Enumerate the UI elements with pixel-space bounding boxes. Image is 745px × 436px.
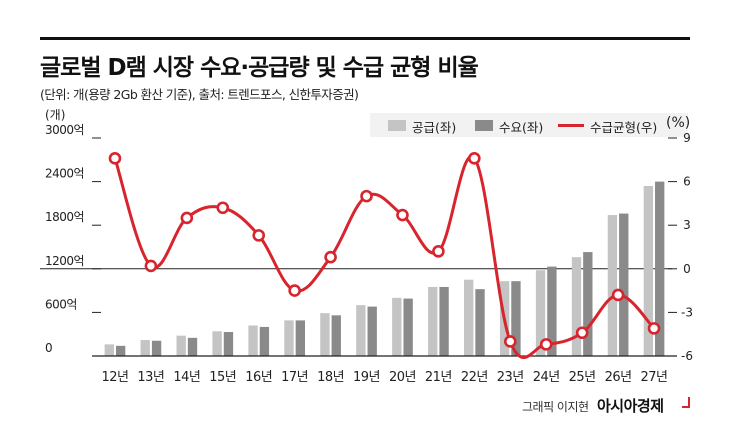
- demand-bar: [547, 266, 557, 356]
- demand-bar: [115, 345, 126, 356]
- balance-point: [432, 245, 445, 258]
- x-axis-tick-label: 14년: [173, 370, 200, 385]
- x-axis-tick-label: 26년: [605, 370, 632, 385]
- graphic-credit: 그래픽 이지현: [522, 400, 589, 414]
- demand-bar: [151, 340, 162, 356]
- left-axis-tick-label: 2400억: [45, 167, 84, 181]
- right-axis-unit: (%): [666, 115, 690, 131]
- chart-title: 글로벌 D램 시장 수요·공급량 및 수급 균형 비율: [40, 55, 479, 81]
- left-axis-tick-label: 0: [45, 341, 52, 355]
- demand-bar: [619, 213, 629, 356]
- balance-point: [108, 152, 122, 165]
- right-axis-tick-label: 6: [683, 175, 691, 189]
- balance-point: [180, 211, 194, 225]
- supply-bar: [571, 257, 582, 356]
- supply-bar: [248, 325, 258, 356]
- balance-point: [611, 288, 625, 302]
- demand-bar: [403, 298, 413, 356]
- balance-point: [396, 208, 409, 222]
- supply-bar: [176, 335, 186, 356]
- demand-bar: [187, 337, 198, 356]
- balance-point: [216, 201, 230, 215]
- balance-point: [288, 284, 301, 297]
- supply-bar: [535, 270, 546, 356]
- supply-bar: [320, 313, 330, 356]
- supply-bar: [104, 344, 114, 356]
- supply-bar: [392, 297, 402, 356]
- x-axis-tick-label: 23년: [497, 370, 524, 385]
- x-axis-tick-label: 17년: [281, 370, 308, 385]
- left-axis-tick-label: 1200억: [45, 254, 84, 268]
- chart-subtitle: (단위: 개(용량 2Gb 환산 기준), 출처: 트렌드포스, 신한투자증권): [40, 87, 359, 102]
- demand-bar: [439, 286, 449, 356]
- x-axis-tick-label: 20년: [389, 370, 416, 385]
- supply-bar: [643, 185, 654, 356]
- demand-bar: [655, 181, 665, 356]
- supply-bar: [284, 320, 294, 356]
- balance-point: [539, 338, 553, 351]
- balance-point: [324, 250, 337, 264]
- x-axis-tick-label: 21년: [425, 370, 452, 385]
- legend-demand-label: 수요(좌): [499, 120, 544, 135]
- balance-point: [144, 259, 158, 273]
- supply-bar: [464, 279, 474, 356]
- right-axis-tick-label: 3: [683, 218, 691, 232]
- demand-bar: [511, 281, 521, 356]
- demand-bar: [475, 289, 485, 356]
- supply-bar: [140, 340, 150, 356]
- balance-point: [503, 335, 517, 348]
- brand-mark-icon: [682, 397, 690, 408]
- x-axis-tick-label: 12년: [101, 370, 128, 385]
- x-axis-tick-label: 13년: [137, 370, 164, 385]
- right-axis-tick-label: -3: [681, 305, 693, 319]
- right-axis-tick-label: -6: [681, 349, 693, 363]
- brand-logo: 아시아경제: [597, 397, 664, 415]
- right-axis-tick-label: 9: [683, 131, 691, 145]
- balance-point: [575, 326, 589, 340]
- demand-bar: [259, 326, 270, 356]
- x-axis-tick-label: 27년: [641, 370, 668, 385]
- x-axis-tick-label: 15년: [209, 370, 236, 385]
- demand-bar: [331, 315, 341, 356]
- balance-point: [252, 229, 266, 242]
- supply-bar: [356, 305, 366, 356]
- left-axis-tick-label: 1800억: [45, 210, 84, 224]
- x-axis-tick-label: 16년: [245, 370, 272, 385]
- x-axis-tick-label: 22년: [461, 370, 488, 385]
- left-axis-tick-label: 3000억: [45, 123, 84, 137]
- x-axis-tick-label: 19년: [353, 370, 380, 385]
- balance-point: [468, 152, 481, 165]
- x-axis-tick-label: 18년: [317, 370, 344, 385]
- left-axis-unit: (개): [45, 108, 65, 122]
- legend-balance-label: 수급균형(우): [590, 120, 658, 135]
- right-axis-tick-label: 0: [683, 262, 691, 276]
- legend-demand-swatch: [475, 120, 493, 131]
- supply-bar: [212, 331, 222, 356]
- demand-bar: [367, 306, 377, 356]
- x-axis-tick-label: 24년: [533, 370, 560, 385]
- legend-balance-line: [558, 124, 584, 127]
- balance-point: [647, 322, 661, 335]
- left-axis-tick-label: 600억: [45, 297, 77, 311]
- legend-supply-label: 공급(좌): [412, 120, 457, 135]
- supply-bar: [428, 286, 438, 356]
- demand-bar: [583, 252, 593, 356]
- legend-supply-swatch: [388, 120, 406, 131]
- demand-bar: [295, 320, 305, 356]
- title-rule: [40, 37, 690, 40]
- x-axis-tick-label: 25년: [569, 370, 596, 385]
- supply-bar: [607, 215, 618, 356]
- legend: 공급(좌) 수요(좌) 수급균형(우): [370, 113, 688, 137]
- balance-point: [360, 189, 373, 203]
- demand-bar: [223, 332, 234, 356]
